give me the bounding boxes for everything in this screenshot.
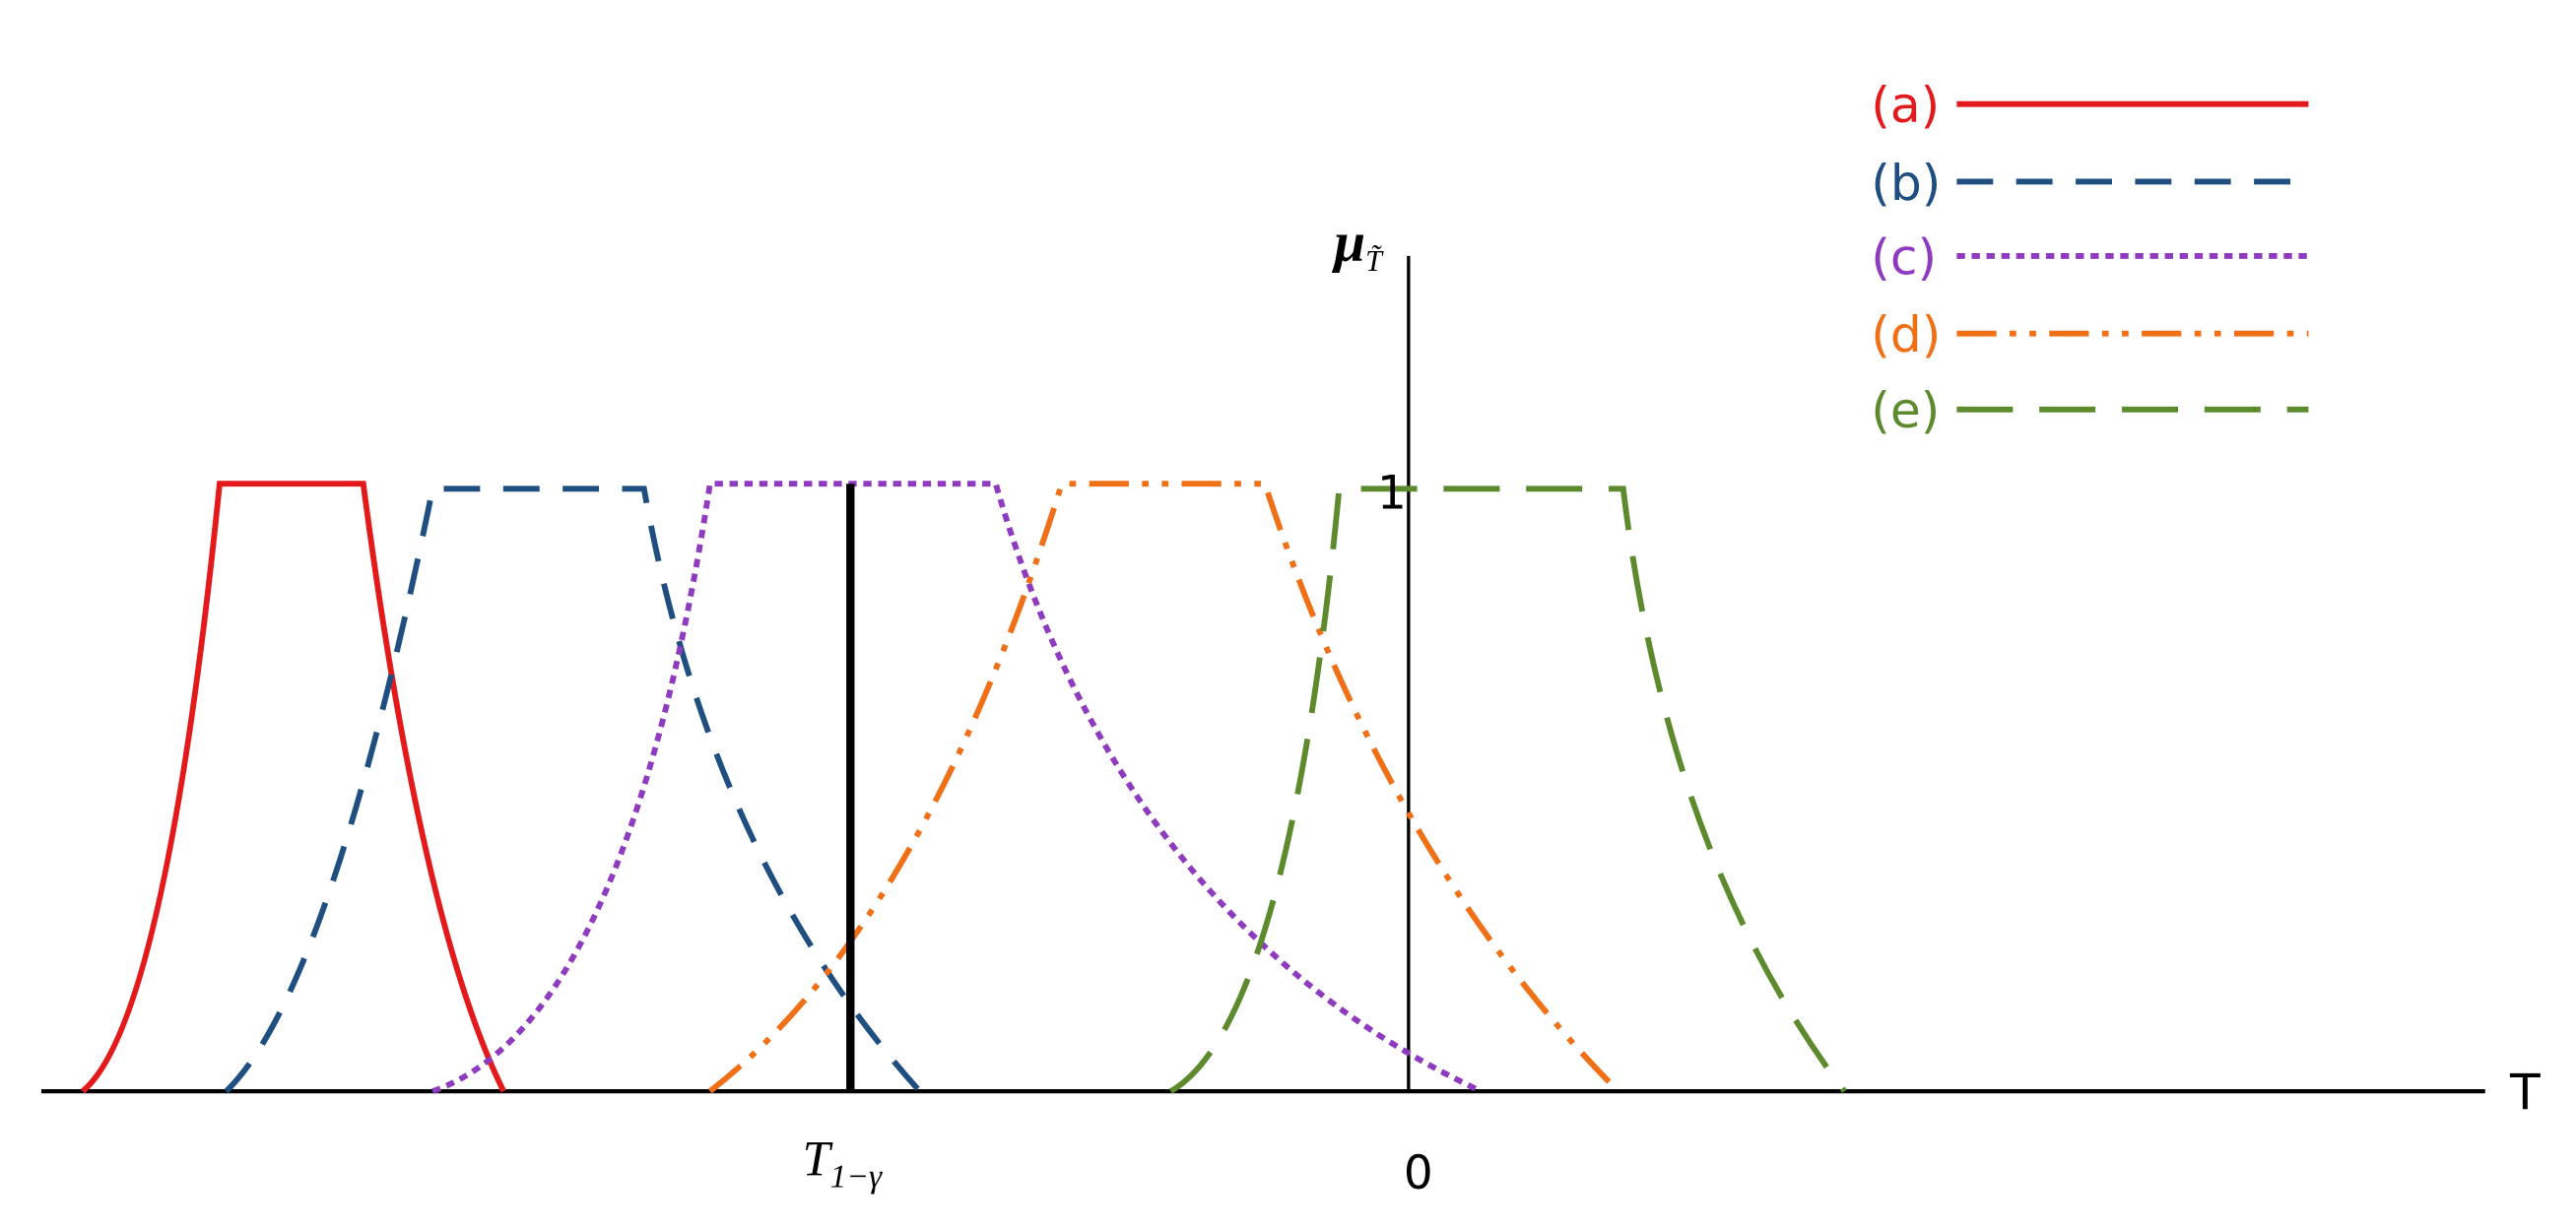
legend-label: (b) — [1871, 154, 1941, 212]
threshold-symbol: T — [803, 1132, 833, 1187]
curve-a — [80, 481, 506, 1094]
legend-label: (c) — [1871, 227, 1937, 286]
y-axis-subscript: T̃ — [1365, 244, 1384, 278]
legend-label: (a) — [1871, 76, 1940, 134]
curve-b — [224, 486, 922, 1094]
legend: (a) (b) (c) (d) (e) — [1871, 76, 2309, 439]
x-tick-label: 0 — [1404, 1146, 1433, 1200]
curve-d — [708, 481, 1620, 1094]
legend-label: (d) — [1871, 305, 1941, 363]
y-tick-label: 1 — [1377, 466, 1407, 520]
threshold-subscript: 1−γ — [830, 1158, 883, 1195]
threshold-label: T1−γ — [803, 1132, 883, 1196]
curve-c — [431, 481, 1483, 1094]
x-axis-label: T — [2509, 1064, 2541, 1122]
legend-label: (e) — [1871, 381, 1940, 439]
curve-e — [1169, 486, 1847, 1094]
y-axis-symbol: μ — [1331, 212, 1365, 274]
y-axis-label: μT̃ — [1331, 212, 1384, 278]
